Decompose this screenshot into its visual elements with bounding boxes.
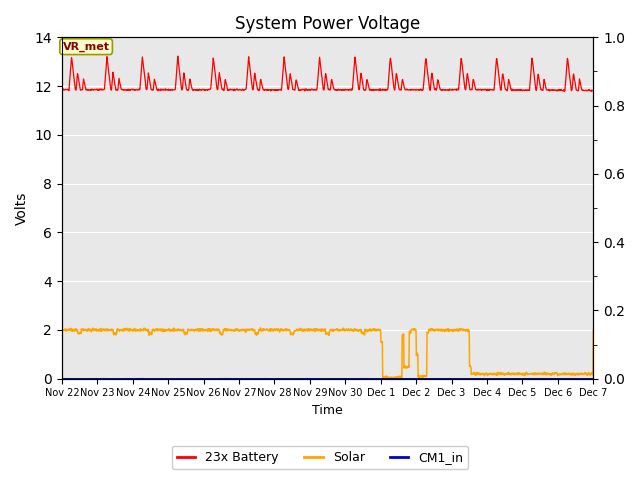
- CM1_in: [589, 376, 597, 382]
- Solar: [257, 325, 264, 331]
- 23x Battery: [561, 88, 568, 94]
- Solar: [121, 327, 129, 333]
- Solar: [58, 327, 66, 333]
- Solar: [361, 332, 369, 338]
- 23x Battery: [58, 86, 66, 92]
- CM1_in: [295, 376, 303, 382]
- CM1_in: [100, 376, 108, 382]
- 23x Battery: [589, 88, 597, 94]
- CM1_in: [122, 376, 129, 382]
- Solar: [305, 326, 312, 332]
- Legend: 23x Battery, Solar, CM1_in: 23x Battery, Solar, CM1_in: [172, 446, 468, 469]
- Solar: [295, 327, 303, 333]
- CM1_in: [284, 376, 292, 382]
- CM1_in: [58, 376, 66, 382]
- Line: Solar: Solar: [62, 328, 593, 379]
- 23x Battery: [99, 86, 107, 92]
- CM1_in: [305, 376, 312, 382]
- Line: 23x Battery: 23x Battery: [62, 56, 593, 91]
- 23x Battery: [361, 87, 369, 93]
- CM1_in: [59, 376, 67, 382]
- Solar: [390, 376, 397, 382]
- Solar: [99, 327, 107, 333]
- X-axis label: Time: Time: [312, 404, 343, 417]
- 23x Battery: [305, 86, 312, 92]
- Solar: [589, 327, 597, 333]
- 23x Battery: [295, 88, 303, 94]
- 23x Battery: [121, 87, 129, 93]
- Text: VR_met: VR_met: [63, 42, 109, 52]
- 23x Battery: [284, 85, 292, 91]
- Y-axis label: Volts: Volts: [15, 192, 29, 225]
- Title: System Power Voltage: System Power Voltage: [235, 15, 420, 33]
- Solar: [284, 326, 292, 332]
- CM1_in: [100, 376, 108, 382]
- 23x Battery: [174, 53, 182, 59]
- CM1_in: [361, 376, 369, 382]
